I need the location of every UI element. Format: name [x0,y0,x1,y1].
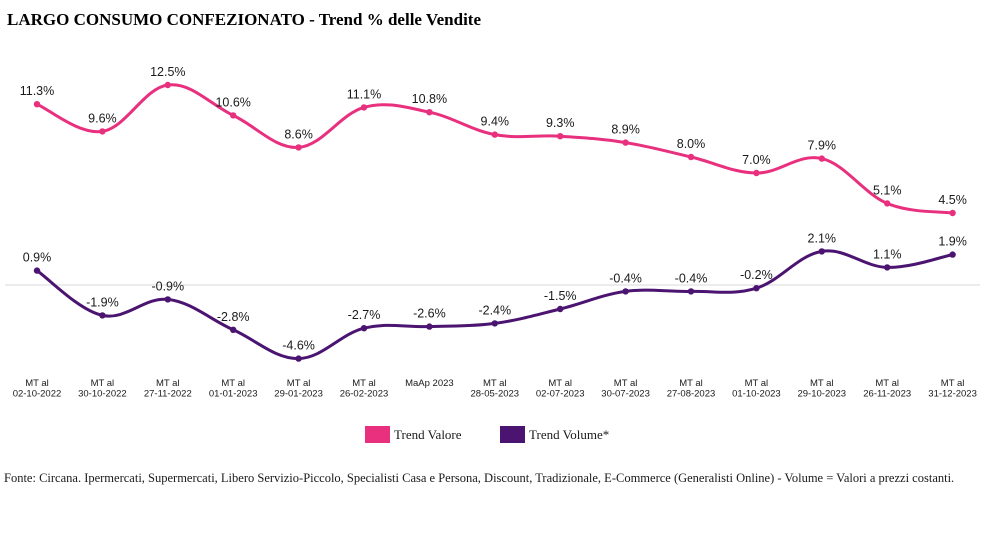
data-point-trend-volume [491,320,498,327]
data-label-trend-valore: 4.5% [938,193,967,207]
data-label-trend-volume: 0.9% [23,251,52,265]
data-label-trend-valore: 12.5% [150,65,185,79]
data-point-trend-volume [753,285,760,292]
data-point-trend-valore [884,200,891,207]
data-label-trend-valore: 9.6% [88,111,117,125]
chart-title: LARGO CONSUMO CONFEZIONATO - Trend % del… [7,10,481,29]
data-label-trend-valore: 5.1% [873,183,902,197]
data-point-trend-volume [818,248,825,255]
data-label-trend-valore: 8.0% [677,137,706,151]
data-point-trend-volume [295,355,302,362]
data-label-trend-valore: 10.6% [215,95,250,109]
x-tick-label: MT al 29-01-2023 [274,378,323,400]
series-trend-volume: 0.9% -1.9% -0.9% -2.8% -4.6% -2.7% -2.6% -2.4% -… [23,231,967,362]
data-point-trend-volume [687,288,695,295]
data-label-trend-volume: 2.1% [808,231,837,245]
series-trend-valore: 11.3% 9.6% 12.5% 10.6% 8.6% 11.1% 10.8% 9.4% 9.3… [20,65,967,217]
data-point-trend-valore [622,139,629,146]
data-point-trend-volume [164,296,171,303]
data-label-trend-volume: 1.1% [873,247,902,261]
data-point-trend-valore [687,153,695,161]
source-footnote: Fonte: Circana. Ipermercati, Supermercat… [4,471,955,485]
data-point-trend-volume [557,305,564,313]
data-label-trend-valore: 9.4% [481,115,510,129]
x-axis-labels: MT al 02-10-2022 MT al 30-10-2022 MT al 27-11… [13,378,977,400]
data-point-trend-volume [33,267,41,274]
data-point-trend-valore [164,81,171,89]
x-tick-label: MT al 02-07-2023 [536,378,585,400]
x-tick-label: MT al 26-11-2023 [863,378,911,400]
data-point-trend-valore [360,104,368,111]
data-point-trend-valore [426,109,433,116]
x-tick-label: MT al 30-10-2022 [78,378,127,400]
data-label-trend-valore: 7.0% [742,153,771,167]
x-tick-label: MT al 27-08-2023 [667,378,716,400]
data-point-trend-valore [99,128,106,135]
data-point-trend-valore [557,133,564,140]
data-point-trend-valore [33,101,41,108]
x-tick-label: MT al 30-07-2023 [601,378,650,400]
data-label-trend-volume: -2.4% [478,303,511,317]
data-point-trend-valore [295,144,302,151]
data-label-trend-valore: 11.1% [347,87,382,101]
data-point-trend-volume [99,312,106,319]
data-point-trend-valore [230,112,237,119]
legend-label-trend-volume: Trend Volume* [529,426,610,442]
data-label-trend-valore: 7.9% [808,139,837,153]
x-tick-label: MT al 27-11-2022 [144,378,192,400]
data-point-trend-valore [753,169,760,177]
data-label-trend-valore: 10.8% [412,92,447,106]
legend-item-trend-valore: Trend Valore [365,426,462,443]
data-label-trend-volume: -0.4% [609,271,642,285]
data-point-trend-volume [426,323,433,330]
data-label-trend-valore: 8.9% [611,123,640,137]
data-point-trend-valore [949,209,956,217]
data-point-trend-volume [230,326,237,333]
data-point-trend-volume [884,264,891,271]
data-label-trend-volume: -1.5% [544,289,577,303]
x-tick-label: MT al 02-10-2022 [13,378,62,400]
legend-label-trend-valore: Trend Valore [394,426,462,442]
data-label-trend-volume: -0.4% [675,271,708,285]
data-point-trend-volume [949,251,956,258]
data-label-trend-volume: 1.9% [938,235,967,249]
x-tick-label: MT al 29-10-2023 [797,378,846,400]
x-tick-label: MaAp 2023 [405,378,454,389]
data-label-trend-volume: -0.2% [740,268,773,282]
data-label-trend-volume: -2.6% [413,307,446,321]
data-point-trend-valore [491,131,498,138]
line-chart: 11.3% 9.6% 12.5% 10.6% 8.6% 11.1% 10.8% 9.4% 9.3… [5,65,980,400]
data-label-trend-valore: 9.3% [546,116,575,130]
series-layer: 11.3% 9.6% 12.5% 10.6% 8.6% 11.1% 10.8% 9.4% 9.3… [20,65,967,362]
legend-item-trend-volume: Trend Volume* [500,426,609,443]
data-point-trend-volume [360,325,368,332]
x-tick-label: MT al 26-02-2023 [340,378,389,400]
data-label-trend-volume: -0.9% [151,279,184,293]
data-label-trend-volume: -2.8% [217,310,250,324]
x-tick-label: MT al 01-10-2023 [732,378,781,400]
x-tick-label: MT al 01-01-2023 [209,378,258,400]
data-label-trend-volume: -2.7% [348,308,381,322]
legend-swatch-trend-volume [500,426,525,443]
legend-swatch-trend-valore [365,426,390,443]
x-tick-label: MT al 31-12-2023 [928,378,977,400]
chart-legend: Trend Valore Trend Volume* [0,426,994,446]
x-tick-label: MT al 28-05-2023 [470,378,519,400]
data-label-trend-valore: 8.6% [284,127,313,141]
data-label-trend-volume: -4.6% [282,339,315,353]
data-label-trend-volume: -1.9% [86,295,119,309]
data-point-trend-valore [818,155,825,162]
data-point-trend-volume [622,288,629,295]
data-label-trend-valore: 11.3% [20,84,55,98]
